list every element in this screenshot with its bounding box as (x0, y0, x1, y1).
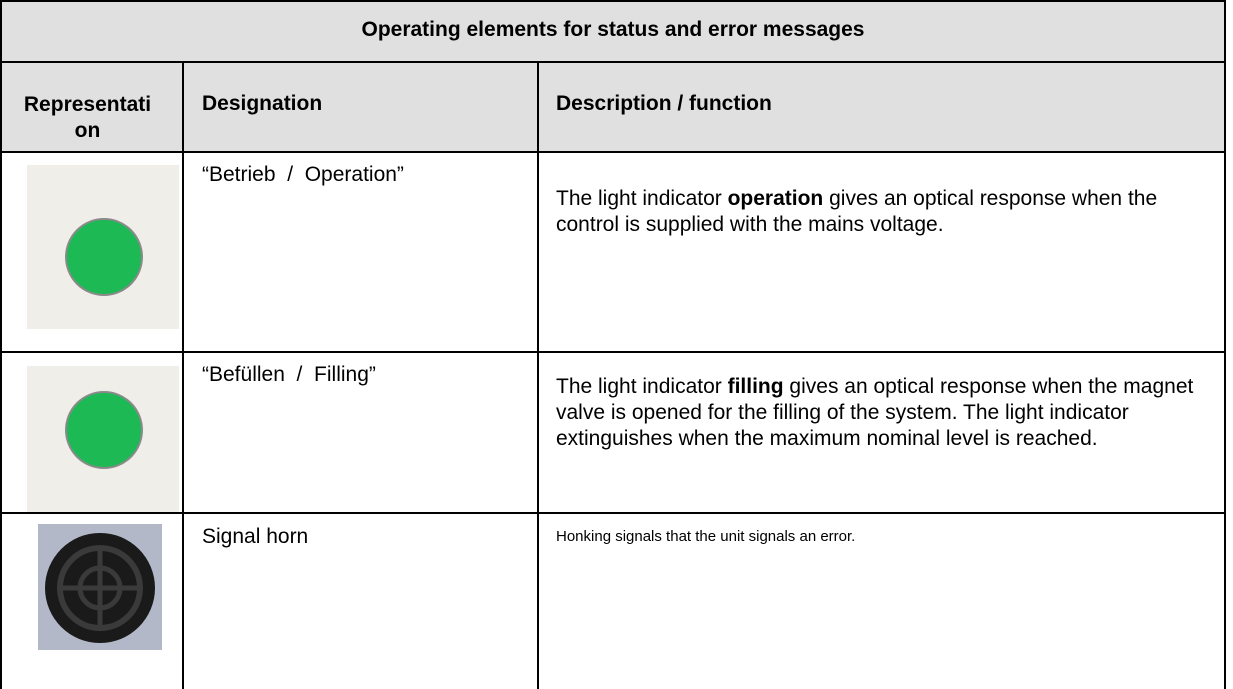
designation: “Befüllen / Filling” (202, 363, 376, 386)
designation: “Betrieb / Operation” (202, 163, 404, 186)
text: Honking signals that the unit signals an… (556, 528, 856, 545)
header-bg (0, 0, 1226, 152)
border (0, 351, 1226, 353)
border (537, 62, 539, 689)
text: gives an optical response when the magne… (556, 375, 1200, 450)
border (0, 0, 2, 689)
horn-image (38, 524, 162, 650)
emphasis: operation (727, 187, 824, 210)
border (0, 61, 1226, 63)
emphasis: filling (727, 375, 784, 398)
column-header: Representation (23, 93, 152, 142)
description: Honking signals that the unit signals an… (556, 527, 1216, 547)
text: The light indicator (556, 187, 728, 210)
border (0, 512, 1226, 514)
indicator-image (27, 366, 179, 512)
border (0, 0, 1226, 2)
table-title: Operating elements for status and error … (361, 18, 865, 41)
text: gives an optical response when the contr… (556, 187, 1163, 236)
border (0, 151, 1226, 153)
text: The light indicator (556, 375, 728, 398)
column-header: Description / function (556, 92, 772, 115)
indicator-image (27, 165, 179, 329)
description: The light indicator operation gives an o… (556, 186, 1216, 238)
column-header: Designation (202, 92, 323, 115)
designation: Signal horn (202, 525, 309, 548)
description: The light indicator filling gives an opt… (556, 374, 1221, 452)
border (1224, 0, 1226, 689)
border (182, 62, 184, 689)
